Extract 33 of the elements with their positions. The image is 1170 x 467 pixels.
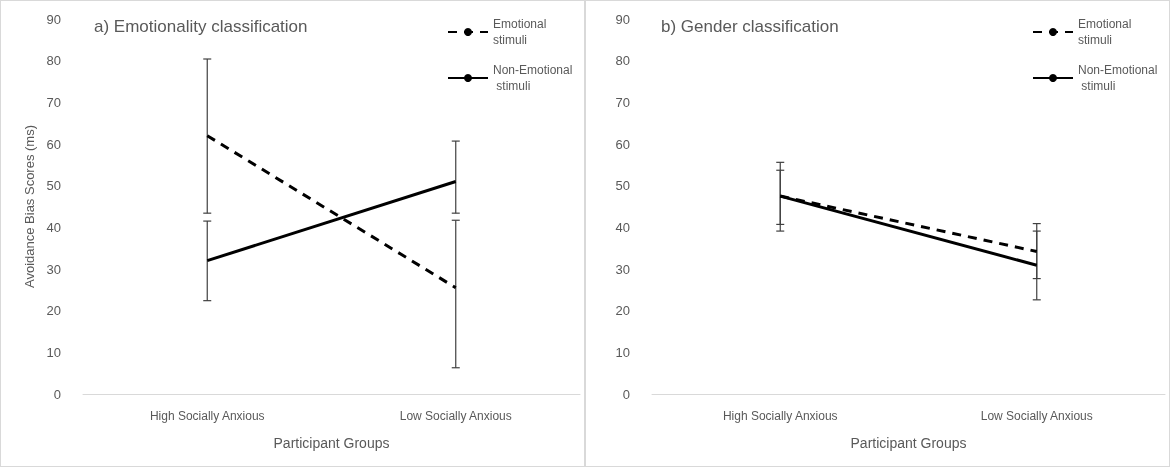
legend-label: Emotional stimuli bbox=[1078, 17, 1135, 47]
y-tick-label: 90 bbox=[615, 11, 630, 27]
y-tick-label: 30 bbox=[46, 261, 61, 277]
y-tick-label: 60 bbox=[46, 136, 61, 152]
y-tick-label: 40 bbox=[615, 219, 630, 235]
x-axis-title: Participant Groups bbox=[850, 435, 967, 451]
y-tick-label: 10 bbox=[615, 344, 630, 360]
y-axis-title: Avoidance Bias Scores (ms) bbox=[21, 124, 37, 289]
y-tick-label: 30 bbox=[615, 261, 630, 277]
legend-label: Emotional stimuli bbox=[493, 17, 550, 47]
y-tick-label: 80 bbox=[615, 53, 630, 69]
y-tick-label: 50 bbox=[615, 178, 630, 194]
y-tick-label: 20 bbox=[615, 303, 630, 319]
y-tick-label: 0 bbox=[53, 386, 61, 402]
legend-label: Non-Emotional stimuli bbox=[493, 63, 573, 93]
x-tick-label: Low Socially Anxious bbox=[399, 409, 512, 423]
x-tick-label: Low Socially Anxious bbox=[980, 409, 1093, 423]
x-tick-label: High Socially Anxious bbox=[722, 409, 838, 423]
legend-label: Non-Emotional stimuli bbox=[1078, 63, 1158, 93]
x-tick-label: High Socially Anxious bbox=[149, 409, 265, 423]
y-tick-label: 90 bbox=[46, 11, 61, 27]
y-tick-label: 70 bbox=[615, 94, 630, 110]
y-tick-label: 10 bbox=[46, 344, 61, 360]
chart-title: a) Emotionality classification bbox=[94, 17, 308, 36]
y-tick-label: 50 bbox=[46, 178, 61, 194]
y-tick-label: 80 bbox=[46, 53, 61, 69]
y-tick-label: 60 bbox=[615, 136, 630, 152]
chart-title: b) Gender classification bbox=[661, 17, 839, 36]
y-tick-label: 70 bbox=[46, 94, 61, 110]
y-tick-label: 40 bbox=[46, 219, 61, 235]
y-tick-label: 20 bbox=[46, 303, 61, 319]
y-tick-label: 0 bbox=[622, 386, 630, 402]
x-axis-title: Participant Groups bbox=[273, 435, 390, 451]
